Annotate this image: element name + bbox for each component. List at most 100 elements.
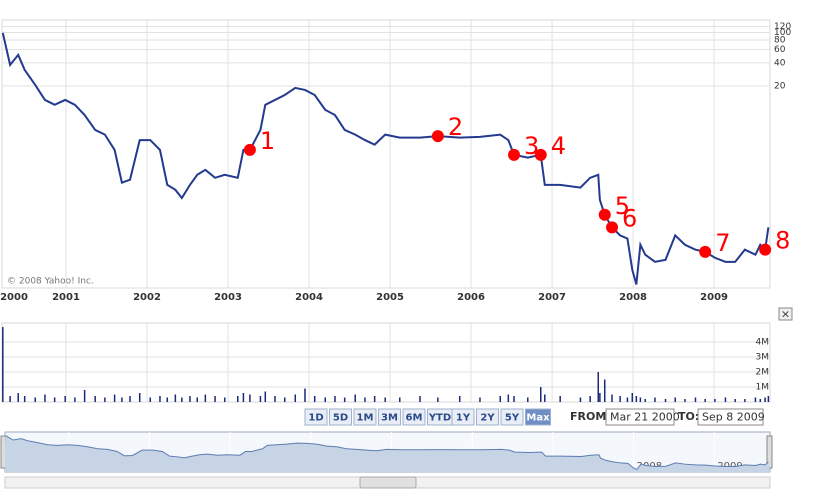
copyright: © 2008 Yahoo! Inc. [7, 277, 94, 287]
volume-bar [734, 399, 736, 402]
range-button-label[interactable]: 1D [308, 413, 323, 424]
volume-bar [9, 396, 11, 402]
volume-bar [626, 397, 629, 402]
volume-bar [159, 396, 161, 402]
volume-bar [259, 396, 262, 402]
volume-bar [354, 394, 356, 402]
volume-bar [53, 397, 56, 402]
event-marker[interactable] [699, 245, 712, 258]
volume-bar [204, 394, 207, 402]
volume-bar [619, 396, 621, 402]
from-value[interactable]: Mar 21 2000 [610, 411, 680, 424]
range-button[interactable] [525, 408, 551, 426]
event-marker[interactable] [598, 208, 611, 221]
volume-bar [129, 396, 131, 402]
x-tick-label: 2001 [52, 292, 80, 303]
range-button[interactable] [329, 408, 352, 426]
range-button[interactable] [378, 408, 401, 426]
volume-bar [313, 396, 316, 402]
range-button[interactable] [353, 408, 377, 426]
to-input[interactable] [697, 408, 764, 426]
range-button[interactable] [476, 408, 499, 426]
volume-bar [274, 396, 276, 402]
volume-bar [334, 396, 336, 402]
volume-y-tick-label: 3M [756, 353, 770, 363]
range-button[interactable] [402, 408, 426, 426]
range-button-label[interactable]: 1M [357, 413, 374, 424]
x-tick-label: 2003 [214, 292, 242, 303]
scroll-thumb[interactable] [359, 476, 417, 489]
volume-bar [138, 393, 141, 402]
volume-bar [113, 394, 116, 402]
volume-bar [64, 396, 66, 402]
volume-bar [236, 396, 239, 402]
volume-bar [639, 397, 642, 402]
range-button-label[interactable]: 6M [406, 413, 423, 424]
volume-bar [479, 397, 481, 402]
range-button[interactable] [304, 408, 328, 426]
range-button[interactable] [500, 408, 524, 426]
x-tick-label: 2000 [0, 292, 28, 303]
event-label: 4 [551, 132, 566, 160]
close-icon[interactable]: × [781, 308, 790, 321]
event-marker[interactable] [243, 143, 256, 156]
volume-bar [373, 396, 376, 402]
x-tick-label: 2005 [376, 292, 404, 303]
volume-plot-frame [1, 322, 771, 403]
event-marker[interactable] [508, 148, 520, 161]
range-button-label[interactable]: 5Y [505, 413, 520, 424]
close-button[interactable] [778, 307, 793, 321]
volume-bar [631, 393, 634, 402]
range-button-label[interactable]: YTD [428, 413, 451, 424]
volume-bar [196, 397, 198, 402]
volume-bar [214, 396, 216, 402]
y-tick-label: 20 [774, 81, 786, 91]
range-button[interactable] [451, 408, 475, 426]
volume-bar [181, 397, 183, 402]
y-tick-label: 40 [774, 58, 786, 68]
volume-bar [704, 399, 706, 402]
volume-bar [767, 396, 770, 402]
event-label: 2 [448, 113, 463, 141]
x-tick-label: 2002 [133, 292, 161, 303]
event-label: 7 [715, 229, 730, 257]
navigator-handle-right[interactable] [766, 435, 773, 469]
from-input[interactable] [605, 408, 675, 426]
range-button-label[interactable]: Max [526, 413, 550, 424]
volume-bar [635, 396, 638, 402]
volume-bar [384, 397, 386, 402]
volume-bar [759, 399, 762, 402]
volume-bar [714, 399, 716, 402]
volume-bar [294, 394, 297, 402]
event-marker[interactable] [431, 130, 444, 143]
x-tick-label: 2006 [457, 292, 485, 303]
price-plot-frame [1, 19, 771, 289]
event-label: 1 [260, 127, 275, 155]
volume-bar [174, 394, 177, 402]
volume-bar [579, 397, 582, 402]
volume-bar [458, 396, 461, 402]
range-button-label[interactable]: 3M [381, 413, 398, 424]
event-marker[interactable] [606, 221, 619, 234]
event-label: 5 [615, 192, 630, 220]
volume-bar [644, 399, 646, 402]
volume-bar [599, 393, 601, 402]
range-button-label[interactable]: 5D [333, 413, 348, 424]
volume-bar [684, 399, 686, 402]
range-button-label[interactable]: 2Y [480, 413, 495, 424]
to-value[interactable]: Sep 8 2009 [702, 411, 765, 424]
x-tick-label: 2008 [619, 292, 647, 303]
volume-bar [399, 397, 401, 402]
volume-bar [507, 394, 510, 402]
range-button-label[interactable]: 1Y [456, 413, 471, 424]
from-label: FROM: [570, 410, 611, 423]
to-label: TO: [678, 410, 699, 423]
volume-bar [674, 397, 676, 402]
event-marker[interactable] [759, 243, 772, 256]
event-marker[interactable] [534, 148, 547, 161]
volume-bar [121, 397, 123, 402]
volume-bar [527, 397, 529, 402]
volume-bar [589, 396, 591, 402]
volume-bar [44, 394, 46, 402]
